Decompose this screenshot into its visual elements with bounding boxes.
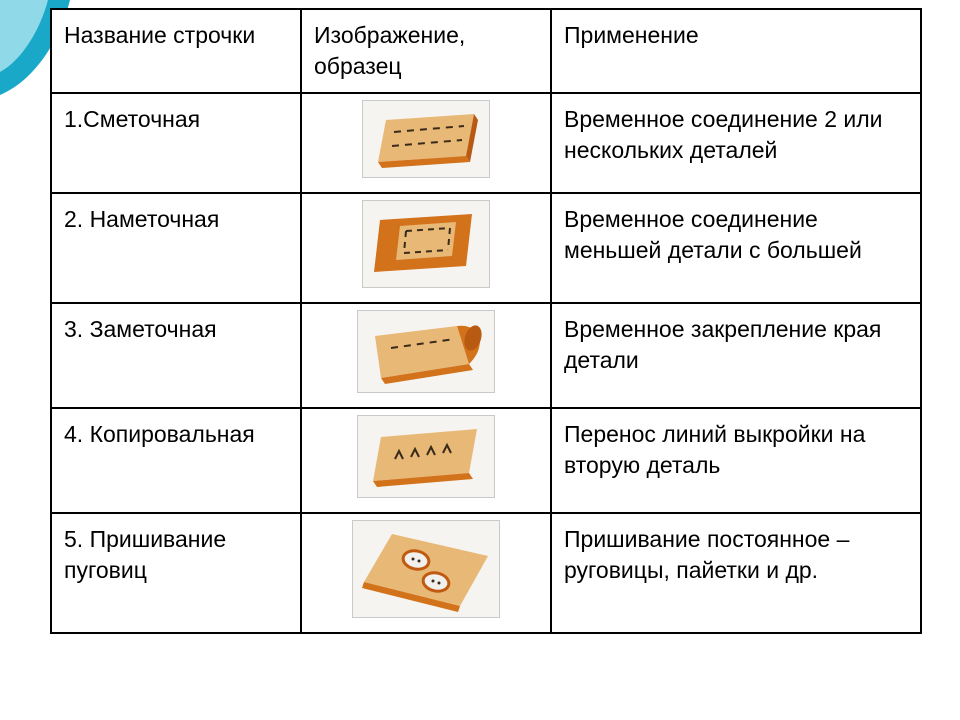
- stitch-use: Перенос линий выкройки на вторую деталь: [551, 408, 921, 513]
- edge-fold-stitch-icon: [357, 310, 495, 393]
- table-row: 4. Копировальная Перенос лин: [51, 408, 921, 513]
- stitch-types-table: Название строчки Изображение, образец Пр…: [50, 8, 920, 634]
- tracing-stitch-icon: [357, 415, 495, 498]
- stitch-image: [301, 93, 551, 193]
- stitch-use: Временное закрепление края детали: [551, 303, 921, 408]
- table: Название строчки Изображение, образец Пр…: [50, 8, 922, 634]
- stitch-use: Временное соединение 2 или нескольких де…: [551, 93, 921, 193]
- tacking-stitch-icon: [362, 200, 490, 288]
- basting-stitch-icon: [362, 100, 490, 178]
- table-row: 1.Сметочная Временное соединение 2 или н…: [51, 93, 921, 193]
- table-row: 2. Наметочная Временное соед: [51, 193, 921, 303]
- stitch-name: 2. Наметочная: [51, 193, 301, 303]
- table-row: 5. Пришивание пуговиц Пришив: [51, 513, 921, 633]
- stitch-use: Пришивание постоянное – руговицы, пайетк…: [551, 513, 921, 633]
- stitch-image: [301, 303, 551, 408]
- table-row: 3. Заметочная Временное закрепление края…: [51, 303, 921, 408]
- stitch-name: 4. Копировальная: [51, 408, 301, 513]
- stitch-name: 3. Заметочная: [51, 303, 301, 408]
- stitch-image: [301, 513, 551, 633]
- stitch-use: Временное соединение меньшей детали с бо…: [551, 193, 921, 303]
- col-image: Изображение, образец: [301, 9, 551, 93]
- stitch-name: 5. Пришивание пуговиц: [51, 513, 301, 633]
- button-sewing-icon: [352, 520, 500, 618]
- col-use: Применение: [551, 9, 921, 93]
- table-header-row: Название строчки Изображение, образец Пр…: [51, 9, 921, 93]
- stitch-image: [301, 193, 551, 303]
- stitch-name: 1.Сметочная: [51, 93, 301, 193]
- stitch-image: [301, 408, 551, 513]
- col-name: Название строчки: [51, 9, 301, 93]
